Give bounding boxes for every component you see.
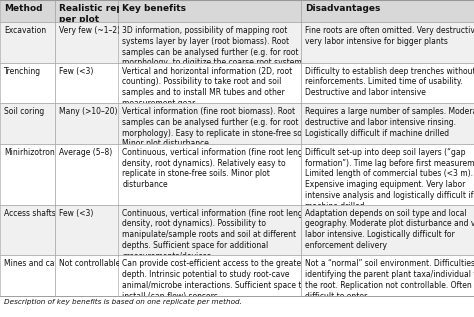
Bar (301, 144, 474, 205)
Text: Difficulty to establish deep trenches without
reinforcements. Limited time of us: Difficulty to establish deep trenches wi… (305, 67, 474, 97)
Bar (301, 103, 474, 144)
Text: Vertical information (fine root biomass). Root
samples can be analysed further (: Vertical information (fine root biomass)… (122, 107, 313, 148)
Text: 3D information, possibility of mapping root
systems layer by layer (root biomass: 3D information, possibility of mapping r… (122, 26, 305, 67)
Bar (118, 256, 301, 296)
Bar (301, 62, 474, 103)
Bar (55, 62, 118, 103)
Text: Difficult set-up into deep soil layers (“gap
formation”). Time lag before first : Difficult set-up into deep soil layers (… (305, 148, 474, 210)
Bar (0, 62, 55, 103)
Text: Continuous, vertical information (fine root length
density, root dynamics). Rela: Continuous, vertical information (fine r… (122, 148, 311, 189)
Text: Few (<3): Few (<3) (58, 209, 93, 218)
Text: Mines and caves: Mines and caves (4, 259, 68, 268)
Text: Excavation: Excavation (4, 26, 46, 35)
Bar (301, 256, 474, 296)
Text: Requires a large number of samples. Moderate
destructive and labor intensive rin: Requires a large number of samples. Mode… (305, 107, 474, 138)
Bar (0, 205, 55, 256)
Bar (55, 144, 118, 205)
Bar (55, 22, 118, 62)
Bar (55, 205, 118, 256)
Text: Access shafts: Access shafts (4, 209, 56, 218)
Text: Can provide cost-efficient access to the greatest
depth. Intrinsic potential to : Can provide cost-efficient access to the… (122, 259, 309, 301)
Text: Few (<3): Few (<3) (58, 67, 93, 75)
Text: Realistic replication
per plot: Realistic replication per plot (58, 4, 160, 24)
Bar (0, 144, 55, 205)
Bar (0, 256, 55, 296)
Text: Vertical and horizontal information (2D, root
counting). Possibility to take roo: Vertical and horizontal information (2D,… (122, 67, 293, 108)
Bar (118, 144, 301, 205)
Bar (118, 103, 301, 144)
Bar (301, 205, 474, 256)
Bar (301, 0, 474, 22)
Text: Continuous, vertical information (fine root length
density, root dynamics). Poss: Continuous, vertical information (fine r… (122, 209, 311, 261)
Bar (0, 0, 55, 22)
Bar (55, 103, 118, 144)
Text: Adaptation depends on soil type and local
geography. Moderate plot disturbance a: Adaptation depends on soil type and loca… (305, 209, 474, 250)
Text: Disadvantages: Disadvantages (305, 4, 380, 13)
Bar (118, 205, 301, 256)
Bar (0, 22, 55, 62)
Text: Method: Method (4, 4, 43, 13)
Text: Very few (~1–2): Very few (~1–2) (58, 26, 119, 35)
Text: Description of key benefits is based on one replicate per method.: Description of key benefits is based on … (4, 299, 242, 305)
Bar (0, 103, 55, 144)
Text: Not a “normal” soil environment. Difficulties in
identifying the parent plant ta: Not a “normal” soil environment. Difficu… (305, 259, 474, 301)
Text: Not controllable: Not controllable (58, 259, 120, 268)
Bar (301, 22, 474, 62)
Text: Soil coring: Soil coring (4, 107, 44, 116)
Text: Many (>10–20): Many (>10–20) (58, 107, 117, 116)
Bar (118, 62, 301, 103)
Text: Average (5–8): Average (5–8) (58, 148, 112, 157)
Bar (55, 0, 118, 22)
Text: Minirhizotrons: Minirhizotrons (4, 148, 59, 157)
Text: Key benefits: Key benefits (122, 4, 186, 13)
Text: Fine roots are often omitted. Very destructive and
very labor intensive for bigg: Fine roots are often omitted. Very destr… (305, 26, 474, 46)
Bar (118, 0, 301, 22)
Bar (55, 256, 118, 296)
Bar (118, 22, 301, 62)
Text: Trenching: Trenching (4, 67, 41, 75)
